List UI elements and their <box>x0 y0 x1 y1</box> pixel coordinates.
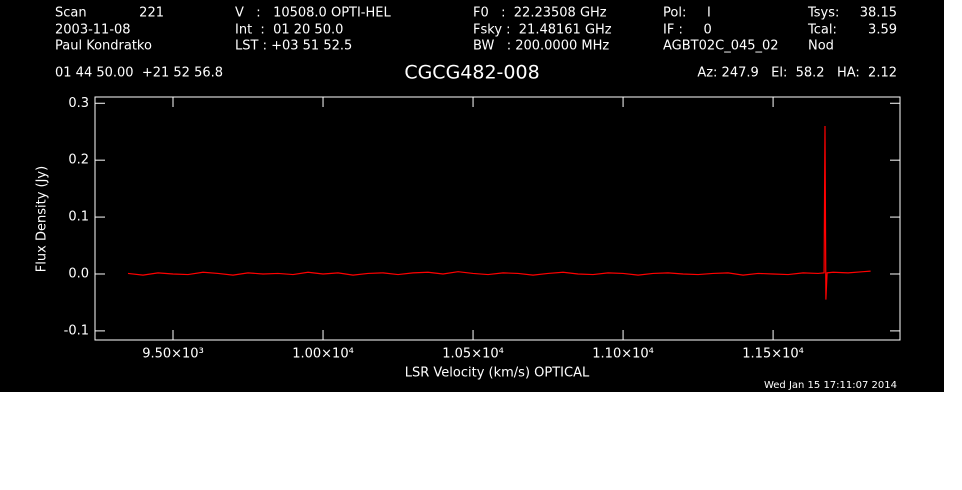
plot-background <box>0 0 944 392</box>
x-tick-label: 1.00×10⁴ <box>292 347 354 362</box>
y-tick-label: -0.1 <box>64 323 89 338</box>
y-tick-label: 0.0 <box>68 266 89 281</box>
header-text: BW : 200.0000 MHz <box>473 39 609 54</box>
header-text: 38.15 <box>860 6 897 21</box>
header-text: IF : 0 <box>663 23 712 38</box>
spectrum-line <box>127 126 871 300</box>
y-tick-label: 0.1 <box>68 210 89 225</box>
header-text: 221 <box>139 6 164 21</box>
header-text: 01 44 50.00 +21 52 56.8 <box>55 66 223 81</box>
header-text: V : 10508.0 OPTI-HEL <box>235 6 391 21</box>
chart-title: CGCG482-008 <box>404 62 539 84</box>
timestamp: Wed Jan 15 17:11:07 2014 <box>764 380 897 391</box>
y-tick-label: 0.3 <box>68 96 89 111</box>
header-text: F0 : 22.23508 GHz <box>473 6 607 21</box>
x-tick-label: 1.10×10⁴ <box>592 347 654 362</box>
header-text: Fsky : 21.48161 GHz <box>473 23 612 38</box>
header-text: Tsys: <box>807 6 839 21</box>
header-text: Nod <box>808 39 834 54</box>
header-text: 2003-11-08 <box>55 23 131 38</box>
header-text: Paul Kondratko <box>55 39 152 54</box>
header-text: Scan <box>55 6 87 21</box>
plot-frame <box>94 96 901 341</box>
header-text: Tcal: <box>807 23 837 38</box>
x-tick-label: 1.05×10⁴ <box>442 347 504 362</box>
header-text: Az: 247.9 El: 58.2 HA: 2.12 <box>697 66 897 81</box>
header-text: LST : +03 51 52.5 <box>235 39 352 54</box>
x-tick-label: 9.50×10³ <box>142 347 204 362</box>
header-text: AGBT02C_045_02 <box>663 39 779 54</box>
header-text: 3.59 <box>868 23 897 38</box>
y-tick-label: 0.2 <box>68 153 89 168</box>
header-text: Int : 01 20 50.0 <box>235 23 343 38</box>
y-axis-label: Flux Density (Jy) <box>35 166 50 272</box>
x-axis-label: LSR Velocity (km/s) OPTICAL <box>405 366 590 381</box>
header-text: Pol: I <box>663 6 711 21</box>
x-tick-label: 1.15×10⁴ <box>742 347 804 362</box>
